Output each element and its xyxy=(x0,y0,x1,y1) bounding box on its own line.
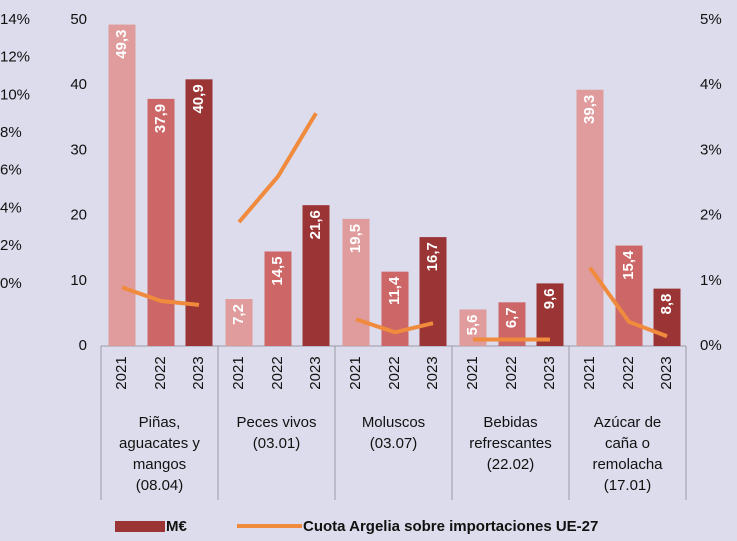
value-label: 14,5 xyxy=(269,256,286,285)
y-tick-label: 20 xyxy=(70,207,87,224)
bar xyxy=(185,79,213,346)
bar xyxy=(576,89,604,346)
line xyxy=(355,317,434,335)
category-label: (03.07) xyxy=(370,435,418,452)
y2-tick-label: 4% xyxy=(700,76,722,93)
year-label: 2021 xyxy=(347,356,364,389)
value-label: 16,7 xyxy=(424,242,441,271)
category-label: (03.01) xyxy=(253,435,301,452)
y2-tick-label: 3% xyxy=(700,141,722,158)
y3-tick-label: 10% xyxy=(0,86,30,103)
bar xyxy=(147,98,175,346)
y-tick-label: 50 xyxy=(70,11,87,28)
value-label: 5,6 xyxy=(464,314,481,335)
y2-tick-label: 0% xyxy=(700,337,722,354)
year-label: 2022 xyxy=(503,356,520,389)
y3-tick-label: 14% xyxy=(0,11,30,28)
value-label: 9,6 xyxy=(541,288,558,309)
value-label: 37,9 xyxy=(152,104,169,133)
y3-tick-label: 12% xyxy=(0,49,30,66)
value-label: 21,6 xyxy=(307,210,324,239)
y2-tick-label: 5% xyxy=(700,11,722,28)
line xyxy=(121,285,200,307)
value-label: 7,2 xyxy=(230,304,247,325)
year-label: 2023 xyxy=(307,356,324,389)
bar xyxy=(653,288,681,346)
bar xyxy=(225,299,253,346)
year-label: 2023 xyxy=(658,356,675,389)
y-tick-label: 10 xyxy=(70,272,87,289)
category-label: (22.02) xyxy=(487,456,535,473)
value-label: 6,7 xyxy=(503,307,520,328)
y3-tick-label: 0% xyxy=(0,275,22,292)
y3-tick-label: 8% xyxy=(0,124,22,141)
category-label: Azúcar de xyxy=(594,414,662,431)
y-tick-label: 30 xyxy=(70,141,87,158)
y3-tick-label: 6% xyxy=(0,162,22,179)
y3-tick-label: 4% xyxy=(0,199,22,216)
year-label: 2023 xyxy=(424,356,441,389)
value-label: 11,4 xyxy=(386,276,403,305)
bar xyxy=(342,218,370,346)
category-label: Moluscos xyxy=(362,414,425,431)
bar xyxy=(615,245,643,346)
year-label: 2021 xyxy=(464,356,481,389)
category-label: refrescantes xyxy=(469,435,552,452)
year-label: 2023 xyxy=(541,356,558,389)
y2-tick-label: 1% xyxy=(700,272,722,289)
category-label: mangos xyxy=(133,456,186,473)
value-label: 40,9 xyxy=(190,84,207,113)
category-label: Bebidas xyxy=(483,414,537,431)
legend-swatch xyxy=(115,521,165,532)
category-label: (08.04) xyxy=(136,477,184,494)
value-label: 49,3 xyxy=(113,30,130,59)
bar xyxy=(536,283,564,346)
legend-label: Cuota Argelia sobre importaciones UE-27 xyxy=(303,518,598,535)
year-label: 2021 xyxy=(581,356,598,389)
y-tick-label: 0 xyxy=(79,337,87,354)
category-label: Peces vivos xyxy=(236,414,316,431)
category-label: (17.01) xyxy=(604,477,652,494)
y3-tick-label: 2% xyxy=(0,237,22,254)
year-label: 2022 xyxy=(620,356,637,389)
y-tick-label: 40 xyxy=(70,76,87,93)
year-label: 2021 xyxy=(113,356,130,389)
line xyxy=(588,266,668,339)
value-label: 8,8 xyxy=(658,294,675,315)
value-label: 39,3 xyxy=(581,95,598,124)
year-label: 2021 xyxy=(230,356,247,389)
bar xyxy=(264,251,292,346)
category-label: remolacha xyxy=(592,456,663,473)
year-label: 2022 xyxy=(269,356,286,389)
category-label: Piñas, xyxy=(139,414,181,431)
legend-label: M€ xyxy=(166,518,187,535)
bar xyxy=(419,237,447,346)
year-label: 2022 xyxy=(152,356,169,389)
bar xyxy=(302,205,330,346)
value-label: 19,5 xyxy=(347,224,364,253)
bar xyxy=(108,24,136,347)
year-label: 2022 xyxy=(386,356,403,389)
year-label: 2023 xyxy=(190,356,207,389)
category-label: aguacates y xyxy=(119,435,200,452)
category-label: caña o xyxy=(605,435,650,452)
y2-tick-label: 2% xyxy=(700,207,722,224)
line xyxy=(237,112,318,224)
value-label: 15,4 xyxy=(620,250,637,280)
